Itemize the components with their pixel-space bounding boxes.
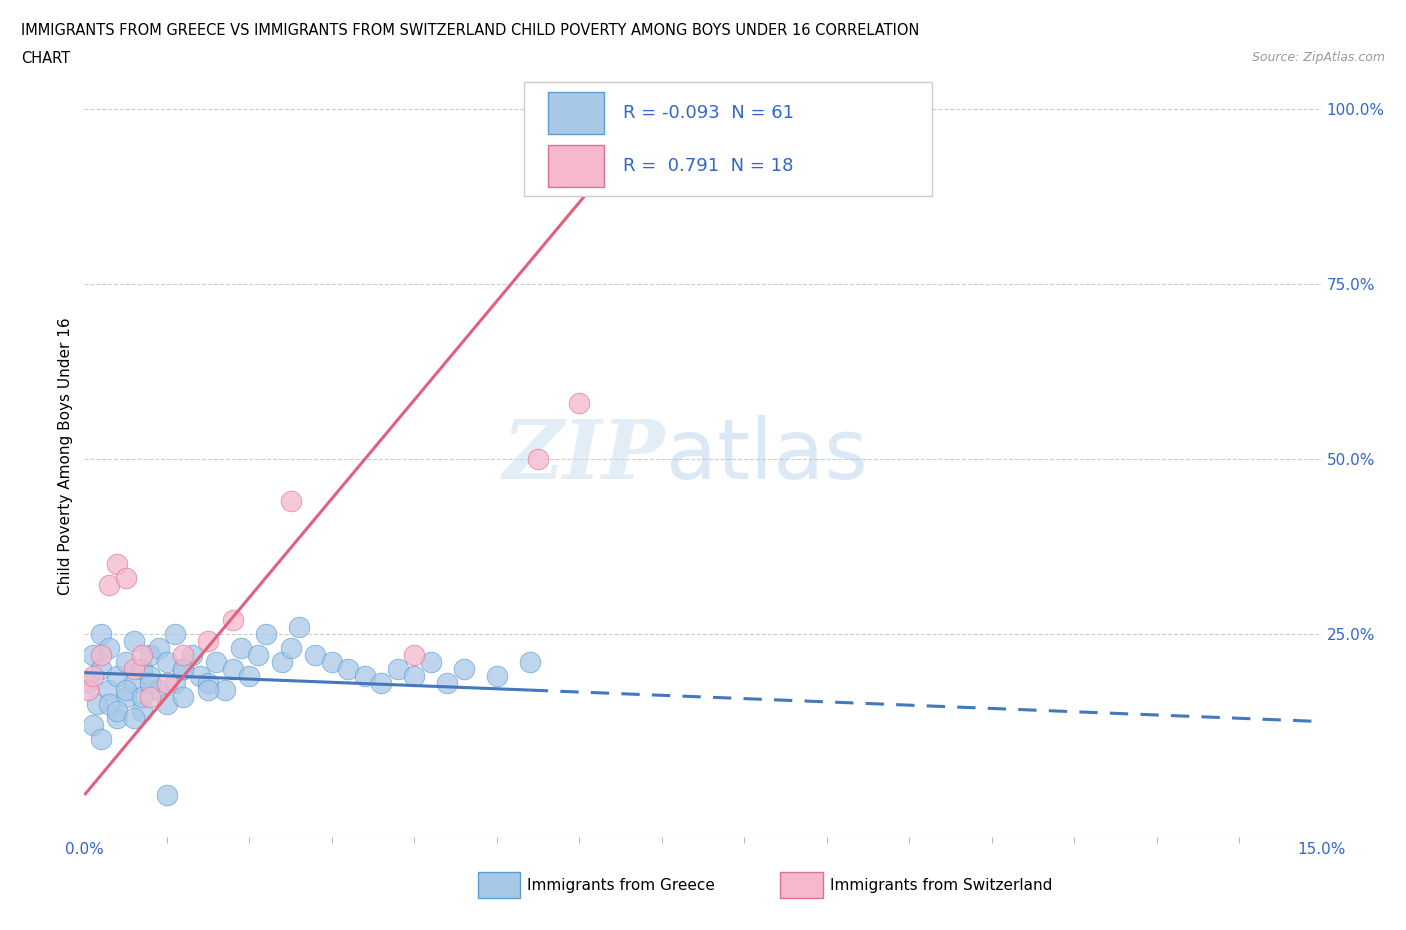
Point bbox=[238, 669, 260, 684]
Point bbox=[568, 396, 591, 411]
Point bbox=[197, 633, 219, 648]
Point bbox=[271, 655, 294, 670]
Point bbox=[90, 732, 112, 747]
Point bbox=[353, 669, 375, 684]
Point bbox=[165, 675, 187, 690]
Bar bbox=[548, 145, 605, 187]
Point bbox=[156, 655, 179, 670]
Bar bbox=[548, 91, 605, 134]
Point bbox=[98, 578, 121, 592]
Text: Immigrants from Switzerland: Immigrants from Switzerland bbox=[830, 878, 1052, 893]
Point bbox=[105, 704, 128, 719]
Point bbox=[222, 613, 245, 628]
Point bbox=[122, 633, 145, 648]
Point bbox=[98, 697, 121, 711]
Point bbox=[404, 647, 426, 662]
Point bbox=[280, 641, 302, 656]
Text: ZIP: ZIP bbox=[503, 416, 666, 496]
Point bbox=[404, 669, 426, 684]
Text: atlas: atlas bbox=[666, 415, 868, 497]
Text: Immigrants from Greece: Immigrants from Greece bbox=[527, 878, 716, 893]
Point bbox=[254, 627, 277, 642]
Point bbox=[98, 683, 121, 698]
Point bbox=[131, 704, 153, 719]
Point bbox=[90, 627, 112, 642]
Point bbox=[105, 711, 128, 725]
Point bbox=[609, 123, 631, 138]
Point bbox=[453, 661, 475, 676]
Text: R =  0.791  N = 18: R = 0.791 N = 18 bbox=[623, 157, 793, 175]
Point bbox=[165, 627, 187, 642]
Point bbox=[304, 647, 326, 662]
Point bbox=[82, 647, 104, 662]
Point bbox=[321, 655, 343, 670]
Point bbox=[148, 641, 170, 656]
Point bbox=[436, 675, 458, 690]
Text: IMMIGRANTS FROM GREECE VS IMMIGRANTS FROM SWITZERLAND CHILD POVERTY AMONG BOYS U: IMMIGRANTS FROM GREECE VS IMMIGRANTS FRO… bbox=[21, 23, 920, 38]
Point bbox=[156, 675, 179, 690]
Point bbox=[419, 655, 441, 670]
Point bbox=[139, 690, 162, 705]
Point bbox=[139, 669, 162, 684]
Point bbox=[131, 661, 153, 676]
Point bbox=[188, 669, 211, 684]
Text: Source: ZipAtlas.com: Source: ZipAtlas.com bbox=[1251, 51, 1385, 64]
Point bbox=[122, 711, 145, 725]
Point bbox=[105, 669, 128, 684]
Point bbox=[370, 675, 392, 690]
Point bbox=[246, 647, 269, 662]
FancyBboxPatch shape bbox=[523, 82, 932, 196]
Point bbox=[148, 683, 170, 698]
Point bbox=[98, 641, 121, 656]
Point bbox=[172, 647, 194, 662]
Point bbox=[214, 683, 236, 698]
Point bbox=[114, 655, 136, 670]
Point bbox=[131, 647, 153, 662]
Point bbox=[180, 647, 202, 662]
Point bbox=[280, 494, 302, 509]
Point bbox=[90, 647, 112, 662]
Point bbox=[105, 557, 128, 572]
Point bbox=[197, 683, 219, 698]
Point bbox=[156, 697, 179, 711]
Point bbox=[519, 655, 541, 670]
Point bbox=[139, 675, 162, 690]
Point bbox=[139, 647, 162, 662]
Point bbox=[527, 452, 550, 467]
Point bbox=[77, 675, 100, 690]
Point bbox=[114, 683, 136, 698]
Point bbox=[156, 788, 179, 803]
Point bbox=[86, 697, 108, 711]
Point bbox=[197, 675, 219, 690]
Point bbox=[77, 683, 100, 698]
Point bbox=[337, 661, 360, 676]
Point bbox=[114, 571, 136, 586]
Point bbox=[82, 669, 104, 684]
Point bbox=[387, 661, 409, 676]
Point bbox=[122, 661, 145, 676]
Text: CHART: CHART bbox=[21, 51, 70, 66]
Point bbox=[222, 661, 245, 676]
Point bbox=[485, 669, 508, 684]
Point bbox=[288, 619, 311, 634]
Point bbox=[205, 655, 228, 670]
Point bbox=[114, 690, 136, 705]
Point bbox=[172, 661, 194, 676]
Y-axis label: Child Poverty Among Boys Under 16: Child Poverty Among Boys Under 16 bbox=[58, 317, 73, 594]
Point bbox=[229, 641, 252, 656]
Text: R = -0.093  N = 61: R = -0.093 N = 61 bbox=[623, 103, 793, 122]
Point bbox=[172, 661, 194, 676]
Point bbox=[82, 718, 104, 733]
Point bbox=[122, 675, 145, 690]
Point bbox=[131, 690, 153, 705]
Point bbox=[90, 661, 112, 676]
Point bbox=[172, 690, 194, 705]
